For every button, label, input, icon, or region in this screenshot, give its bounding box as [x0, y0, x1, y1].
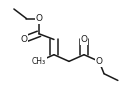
Text: O: O: [96, 57, 103, 66]
Text: O: O: [81, 35, 88, 44]
Text: O: O: [20, 35, 27, 44]
Text: CH₃: CH₃: [32, 57, 46, 66]
Text: O: O: [35, 14, 42, 23]
